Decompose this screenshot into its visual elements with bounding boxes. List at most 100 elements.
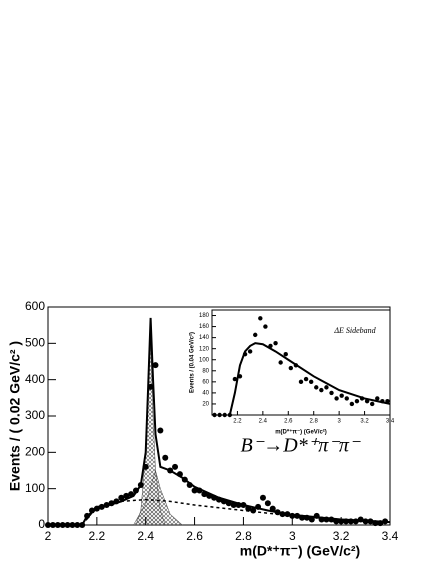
data-point (157, 427, 164, 434)
data-point (283, 352, 288, 357)
data-point (344, 396, 349, 401)
data-point (191, 487, 198, 494)
data-point (347, 518, 354, 525)
data-point (230, 502, 237, 509)
x-tick-label: 3.4 (386, 419, 395, 425)
data-point (308, 516, 315, 523)
x-tick-label: 2.8 (235, 529, 252, 543)
data-point (142, 463, 149, 470)
data-point (212, 412, 217, 418)
data-point (299, 514, 306, 521)
data-point (225, 500, 232, 507)
annotation: B⁻→D*⁺π⁻π⁻ (241, 435, 361, 457)
fit-curve (81, 498, 391, 526)
data-point (329, 390, 334, 396)
data-point (375, 396, 380, 401)
y-tick-label: 140 (199, 335, 210, 341)
data-point (162, 454, 169, 461)
data-point (245, 505, 252, 512)
y-tick-label: 0 (38, 517, 45, 531)
data-point (284, 511, 291, 518)
data-point (352, 518, 359, 525)
data-point (319, 387, 324, 393)
data-point (372, 520, 379, 527)
data-point (176, 471, 183, 478)
data-point (293, 363, 299, 368)
data-point (313, 512, 320, 519)
data-point (263, 324, 268, 329)
data-point (196, 487, 203, 494)
data-point (79, 522, 86, 528)
data-point (385, 398, 390, 404)
data-point (186, 482, 193, 489)
data-point (240, 502, 247, 509)
data-point (334, 396, 339, 401)
data-point (137, 482, 144, 489)
y-axis-label: Events / (0.04 GeV/c²) (189, 332, 196, 393)
data-point (132, 487, 139, 494)
data-point (294, 512, 301, 519)
data-point (359, 396, 365, 401)
data-point (181, 476, 188, 483)
x-tick-label: 3.2 (333, 529, 350, 543)
data-point (333, 518, 340, 525)
y-tick-label: 160 (199, 324, 210, 330)
y-tick-label: 60 (202, 379, 209, 385)
data-point (84, 512, 91, 519)
data-point (237, 374, 243, 379)
data-point (255, 503, 262, 510)
x-tick-label: 3.4 (382, 529, 399, 543)
data-point (380, 398, 385, 404)
data-point (268, 343, 273, 349)
data-point (343, 518, 350, 525)
data-point (253, 332, 258, 338)
x-tick-label: 2.6 (284, 419, 293, 425)
y-tick-label: 200 (25, 445, 45, 459)
data-point (216, 496, 222, 503)
y-tick-label: 500 (25, 336, 45, 350)
y-tick-label: 400 (25, 372, 45, 386)
x-tick-label: 3 (289, 529, 296, 543)
data-point (235, 502, 242, 509)
data-point (288, 365, 294, 371)
data-point (118, 494, 125, 501)
data-point (274, 509, 281, 516)
data-point (103, 502, 110, 509)
data-point (113, 498, 120, 505)
data-point (370, 401, 375, 407)
y-tick-label: 20 (202, 402, 209, 408)
data-point (367, 518, 374, 525)
data-point (328, 516, 335, 523)
x-tick-label: 3 (337, 419, 341, 425)
y-axis-label: Events / ( 0.02 GeV/c² ) (7, 341, 23, 491)
data-point (303, 376, 309, 382)
data-point (88, 507, 95, 514)
x-tick-label: 2.4 (137, 529, 154, 543)
data-point (279, 511, 286, 518)
data-point (273, 340, 278, 346)
data-point (242, 352, 248, 357)
data-point (222, 412, 227, 418)
data-point (269, 505, 276, 512)
data-point (298, 379, 304, 385)
data-point (323, 516, 330, 523)
data-point (167, 467, 174, 474)
y-tick-label: 40 (202, 390, 209, 396)
data-point (339, 393, 344, 398)
x-tick-label: 2.8 (310, 419, 319, 425)
data-point (98, 503, 105, 510)
data-point (364, 398, 370, 404)
data-point (250, 507, 257, 514)
x-tick-label: 2.4 (259, 419, 268, 425)
fit-curve (228, 342, 391, 416)
data-point (259, 494, 266, 501)
data-point (74, 522, 81, 528)
data-point (377, 520, 384, 527)
data-point (382, 518, 389, 525)
data-point (308, 379, 314, 385)
data-point (303, 514, 310, 521)
data-point (354, 398, 360, 404)
data-point (217, 412, 222, 418)
data-point (123, 492, 130, 499)
